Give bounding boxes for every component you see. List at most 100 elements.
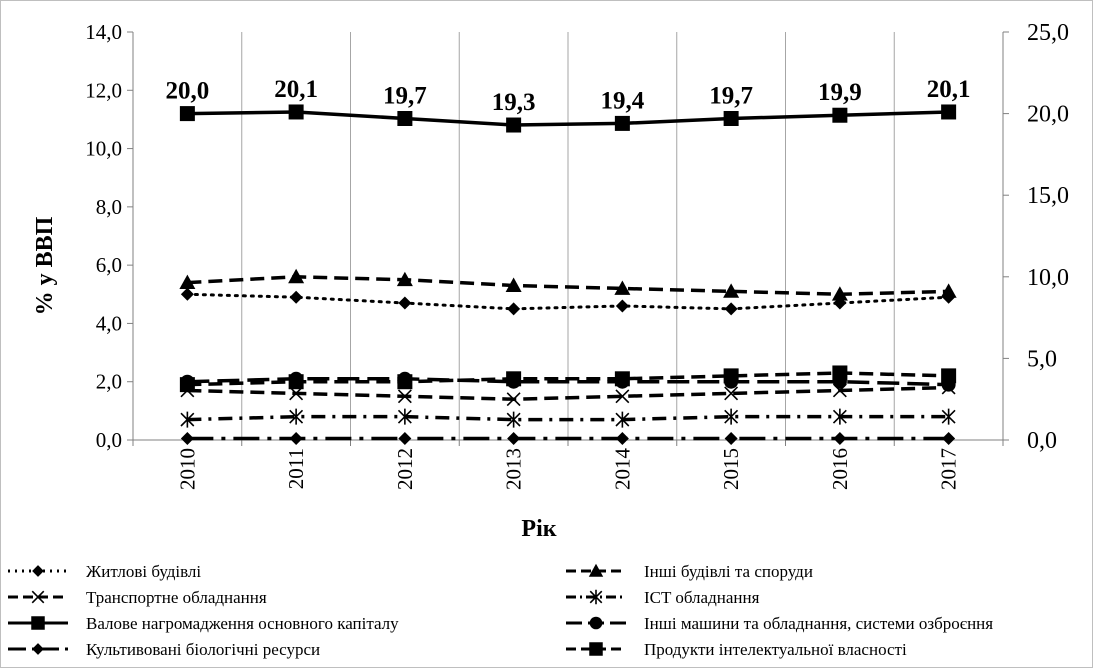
data-point: [397, 374, 413, 390]
data-point: [506, 392, 521, 407]
series-line: [185, 292, 951, 311]
data-label: 20,1: [274, 76, 318, 103]
data-point: [614, 280, 631, 295]
y-right-tick-label: 15,0: [1027, 183, 1069, 209]
data-point: [724, 408, 739, 425]
data-point: [614, 371, 630, 387]
data-point: [179, 274, 196, 290]
data-point: [506, 411, 521, 428]
series-line: [187, 275, 949, 297]
data-point: [589, 642, 603, 656]
x-tick-label: 2014: [610, 448, 634, 491]
data-point: [940, 283, 957, 298]
y-right-tick-label: 5,0: [1027, 346, 1057, 372]
series-line: [187, 110, 949, 127]
data-point: [397, 389, 412, 404]
data-point: [506, 371, 522, 387]
x-tick-label: 2015: [719, 448, 743, 490]
data-point: [589, 589, 603, 605]
x-tick-label: 2013: [502, 448, 526, 490]
data-point: [507, 432, 521, 446]
x-axis-title: Рік: [521, 516, 556, 542]
data-point: [615, 411, 630, 428]
legend-label: Транспортне обладнання: [86, 588, 267, 607]
data-point: [397, 110, 413, 126]
data-point: [724, 302, 738, 316]
data-point: [32, 565, 44, 577]
data-point: [398, 432, 412, 446]
data-point: [32, 643, 44, 655]
data-point: [723, 283, 740, 298]
data-point: [289, 290, 303, 304]
series-4: [180, 408, 956, 428]
data-point: [615, 389, 630, 404]
x-tick-label: 2012: [393, 448, 417, 490]
data-point: [832, 408, 847, 425]
data-point: [505, 277, 522, 292]
y-right-tick-label: 25,0: [1027, 20, 1069, 46]
data-point: [289, 432, 303, 446]
data-point: [615, 432, 629, 446]
y-left-tick-label: 4,0: [96, 311, 122, 335]
data-point: [832, 107, 848, 123]
data-point: [723, 368, 739, 384]
y-left-tick-label: 8,0: [96, 195, 122, 219]
legend-item: Продукти інтелектуальної власності: [566, 640, 907, 659]
data-point: [941, 368, 957, 384]
legend-label: ICT обладнання: [644, 588, 760, 607]
data-point: [179, 377, 195, 393]
y-left-tick-label: 6,0: [96, 253, 122, 277]
data-label: 19,7: [383, 82, 427, 109]
legend-item: Інші машини та обладнання, системи озбро…: [566, 614, 993, 633]
data-point: [398, 296, 412, 310]
legend-item: Транспортне обладнання: [8, 588, 267, 607]
legend: Житлові будівлі Інші будівлі та споруди Тр…: [8, 562, 993, 659]
gridlines: [241, 32, 895, 440]
data-point: [288, 374, 304, 390]
data-label: 19,4: [601, 87, 645, 114]
data-point: [180, 432, 194, 446]
legend-label: Інші будівлі та споруди: [644, 562, 813, 581]
data-point: [723, 110, 739, 126]
data-point: [941, 104, 957, 120]
data-point: [179, 106, 195, 122]
legend-label: Житлові будівлі: [86, 562, 201, 581]
data-point: [614, 115, 630, 131]
legend-item: ICT обладнання: [566, 588, 760, 607]
y-axis-title: % у ВВП: [32, 216, 58, 315]
x-tick-label: 2011: [284, 448, 308, 489]
series-line: [187, 385, 949, 401]
y-right-tick-label: 20,0: [1027, 102, 1069, 128]
data-label: 19,9: [818, 79, 862, 106]
data-point: [724, 432, 738, 446]
data-point: [180, 411, 195, 428]
y-left-tick-label: 14,0: [85, 20, 122, 44]
data-label: 20,0: [166, 78, 210, 105]
x-tick-label: 2016: [828, 448, 852, 490]
data-label: 20,1: [927, 76, 971, 103]
data-point: [31, 590, 45, 604]
series-7: [180, 432, 956, 446]
y-right-tick-label: 0,0: [1027, 428, 1057, 454]
legend-label: Культивовані біологічні ресурси: [86, 640, 320, 659]
data-point: [288, 104, 304, 120]
data-label: 19,7: [709, 82, 753, 109]
y-left-tick-label: 10,0: [85, 137, 122, 161]
series-line: [187, 377, 949, 387]
data-point: [588, 563, 604, 577]
series-5: [179, 104, 957, 133]
data-point: [589, 616, 603, 630]
data-point: [615, 299, 629, 313]
data-point: [289, 408, 304, 425]
data-point: [941, 408, 956, 425]
data-point: [831, 286, 848, 301]
legend-label: Продукти інтелектуальної власності: [644, 640, 907, 659]
legend-item: Культивовані біологічні ресурси: [8, 640, 320, 659]
legend-label: Інші машини та обладнання, системи озбро…: [644, 614, 993, 633]
x-tick-label: 2017: [937, 448, 961, 490]
data-labels: 20,0 20,1 19,7 19,3 19,4 19,7 19,9 20,1: [166, 76, 971, 116]
legend-item: Валове нагромадження основного капіталу: [8, 614, 399, 633]
data-point: [942, 432, 956, 446]
data-point: [507, 302, 521, 316]
